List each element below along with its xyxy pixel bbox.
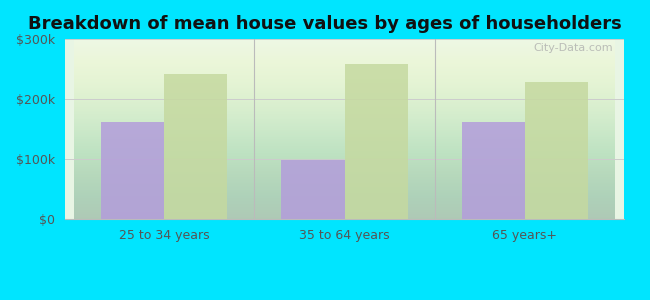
Bar bbox=[462, 122, 525, 219]
Bar bbox=[344, 64, 408, 219]
Bar bbox=[164, 74, 227, 219]
Bar bbox=[525, 82, 588, 219]
Bar bbox=[281, 160, 344, 219]
Text: Breakdown of mean house values by ages of householders: Breakdown of mean house values by ages o… bbox=[28, 15, 622, 33]
Text: City-Data.com: City-Data.com bbox=[533, 43, 613, 52]
Bar bbox=[101, 122, 164, 219]
